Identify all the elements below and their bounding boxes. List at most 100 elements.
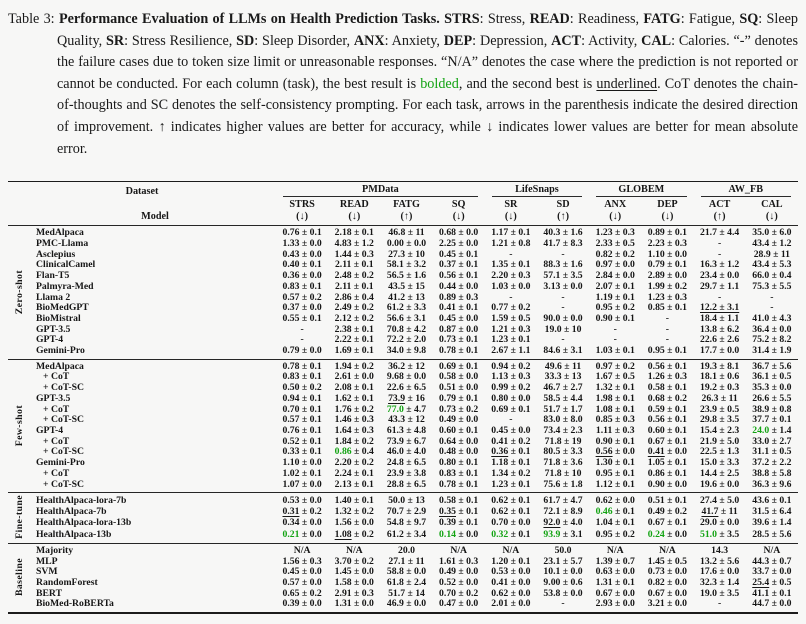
model-name: + CoT: [43, 403, 70, 415]
value-cell: 0.37 ± 0.1: [439, 259, 479, 271]
value-cell: 0.90 ± 0.0: [647, 478, 688, 490]
value-cell: 2.48 ± 0.2: [334, 270, 374, 282]
value-cell: 1.32 ± 0.1: [595, 382, 635, 394]
value-cell: 0.56 ± 0.0: [595, 446, 635, 458]
value-cell: 0.68 ± 0.0: [432, 225, 485, 240]
value-cell: 0.14 ± 0.0: [439, 528, 479, 540]
value-cell: 0.57 ± 0.0: [282, 576, 322, 588]
value-cell: 0.41 ± 0.0: [491, 576, 531, 588]
section-cell: Fine-tune: [8, 492, 32, 544]
value-cell: -: [717, 598, 722, 610]
caption-text: Performance Evaluation of LLMs on Health…: [55, 11, 798, 157]
value-cell: 31.1 ± 0.5: [752, 446, 792, 458]
value-cell: 1.99 ± 0.2: [647, 280, 688, 292]
value-cell: 1.23 ± 0.1: [491, 478, 531, 490]
value-cell: 0.76 ± 0.1: [276, 225, 329, 240]
value-cell: 0.80 ± 0.1: [439, 457, 479, 469]
caption-segment: underlined: [596, 75, 658, 92]
value-cell: 1.45 ± 0.5: [647, 555, 688, 567]
value-cell: 2.49 ± 0.2: [334, 302, 374, 314]
value-cell: 0.68 ± 0.2: [647, 392, 688, 404]
value-cell: 0.99 ± 0.2: [491, 382, 531, 394]
table-row: GPT-3.5 - 2.38 ± 0.1 70.8 ± 4.2 0.87 ± 0.0 1.…: [8, 324, 798, 336]
caption-segment: “-” denotes the failure cases due to tok…: [57, 32, 798, 92]
value-cell: 46.0 ± 4.0: [386, 446, 427, 458]
value-cell: 46.7 ± 2.7: [543, 382, 583, 394]
second-best-value: 0.36: [491, 446, 509, 458]
value-cell: 1.08 ± 0.2: [334, 528, 374, 540]
value-cell: 1.05 ± 0.1: [647, 457, 688, 469]
value-cell: 50.0: [536, 542, 590, 557]
value-cell: 0.56 ± 0.1: [647, 414, 688, 426]
value-cell: 1.33 ± 0.0: [282, 238, 322, 250]
model-name: Gemini-Pro: [36, 345, 85, 357]
table-row: Fine-tune HealthAlpaca-lora-7b 0.53 ± 0.0 1…: [8, 492, 798, 544]
caption-segment: : Calories.: [671, 32, 734, 49]
value-cell: 61.2 ± 3.4: [386, 528, 427, 540]
value-cell: 21.9 ± 5.0: [699, 435, 740, 447]
value-cell: 0.51 ± 0.1: [641, 492, 694, 507]
table-row: MLP 1.56 ± 0.3 3.70 ± 0.2 27.1 ± 11 1.61 ± 0…: [8, 555, 798, 568]
model-name: + CoT-SC: [43, 478, 84, 490]
model-name: RandomForest: [36, 576, 98, 588]
value-cell: 0.69 ± 0.1: [491, 403, 531, 415]
model-name: Flan-T5: [36, 270, 70, 282]
value-cell: 0.89 ± 0.1: [641, 225, 694, 240]
caption-segment: : Depression,: [472, 32, 552, 49]
model-header: Model: [141, 210, 169, 222]
value-cell: 23.9 ± 0.5: [699, 403, 740, 415]
table-row: GPT-4 0.76 ± 0.1 1.64 ± 0.3 61.3 ± 4.8 0.60 …: [8, 425, 798, 437]
value-cell: 38.9 ± 0.8: [752, 403, 792, 415]
value-cell: 0.70 ± 0.1: [282, 403, 322, 415]
value-cell: 0.49 ± 0.2: [647, 505, 688, 517]
value-cell: 1.56 ± 0.0: [334, 517, 374, 529]
value-cell: 15.0 ± 3.3: [699, 457, 740, 469]
value-cell: 0.94 ± 0.1: [282, 392, 322, 404]
value-cell: 19.2 ± 0.3: [699, 382, 740, 394]
value-cell: 4.83 ± 1.2: [334, 238, 374, 250]
value-cell: -: [770, 291, 774, 303]
metric-header-sd: SD (↑): [556, 199, 570, 222]
value-cell: 2.23 ± 0.3: [647, 238, 688, 250]
value-cell: 73.9 ± 6.7: [386, 435, 427, 447]
dataset-group-label: PMData: [283, 184, 478, 198]
model-name: Palmyra-Med: [36, 280, 94, 292]
value-cell: 27.1 ± 11: [388, 555, 425, 567]
model-name: MLP: [36, 555, 58, 567]
dataset-group-label: LifeSnaps: [491, 184, 583, 198]
caption-segment: DEP: [443, 32, 473, 49]
table-row: + CoT-SC 0.57 ± 0.1 1.46 ± 0.3 43.3 ± 12 0.4…: [8, 415, 798, 426]
model-name: Asclepius: [36, 248, 76, 260]
value-cell: 2.07 ± 0.1: [595, 280, 635, 292]
value-cell: N/A: [641, 542, 694, 557]
metric-header-dep: DEP (↓): [657, 199, 678, 222]
second-best-value: 0.56: [595, 446, 613, 458]
value-cell: 54.8 ± 9.7: [386, 517, 427, 529]
value-cell: 2.22 ± 0.1: [334, 334, 374, 346]
value-cell: 2.24 ± 0.1: [334, 467, 374, 479]
dataset-header: Dataset: [125, 186, 159, 198]
value-cell: 1.76 ± 0.2: [334, 403, 374, 415]
value-cell: 1.61 ± 0.3: [439, 555, 479, 567]
value-cell: 2.11 ± 0.1: [334, 280, 374, 292]
value-cell: 1.18 ± 0.1: [491, 457, 531, 469]
value-cell: 93.9 ± 3.1: [543, 528, 583, 540]
value-cell: 2.01 ± 0.0: [491, 598, 531, 610]
value-cell: 0.31 ± 0.2: [282, 505, 322, 517]
table-header: Dataset PMData LifeSnaps GLOBEM AW_FB Model ST…: [8, 182, 798, 226]
value-cell: 33.0 ± 2.7: [752, 435, 792, 447]
value-cell: 0.97 ± 0.2: [589, 358, 642, 373]
table-row: RandomForest 0.57 ± 0.0 1.58 ± 0.0 61.8 ± 2…: [8, 576, 798, 589]
value-cell: 0.39 ± 0.1: [439, 517, 479, 529]
value-cell: 0.41 ± 0.1: [439, 302, 479, 314]
value-cell: 51.7 ± 1.7: [543, 403, 583, 415]
value-cell: 75.6 ± 1.8: [543, 478, 583, 490]
table-row: + CoT-SC 0.50 ± 0.2 2.08 ± 0.1 22.6 ± 6.5 0.…: [8, 382, 798, 394]
value-cell: 1.11 ± 0.3: [595, 425, 635, 436]
model-name: Gemini-Pro: [36, 457, 85, 469]
value-cell: 46.9 ± 0.0: [386, 598, 427, 610]
value-cell: 0.45 ± 0.0: [491, 425, 531, 436]
value-cell: 0.56 ± 0.1: [641, 358, 694, 373]
value-cell: 43.3 ± 12: [388, 414, 425, 426]
value-cell: 19.3 ± 8.1: [693, 358, 746, 373]
